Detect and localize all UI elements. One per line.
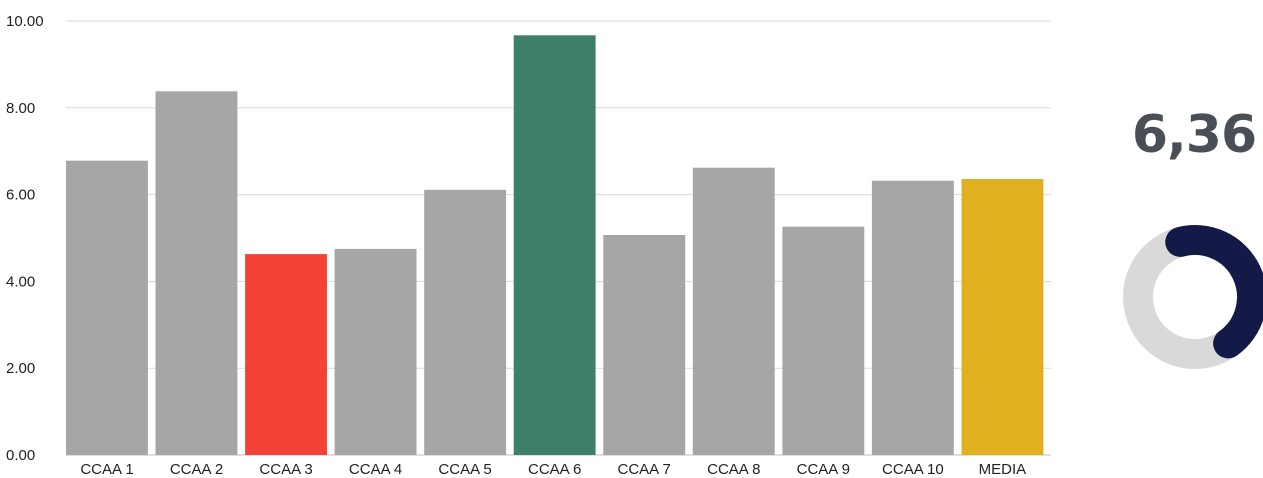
x-category-label: CCAA 4 [349,461,402,478]
x-category-label: CCAA 8 [707,461,760,478]
bar-ccaa-9 [782,226,865,455]
y-tick-label: 10.00 [6,13,44,30]
bar-ccaa-1 [66,160,148,455]
bar-media [961,179,1044,455]
y-tick-label: 2.00 [6,360,35,377]
y-axis-ticks: 0.00 2.00 4.00 6.00 8.00 10.00 [6,13,44,464]
bars [66,35,1044,456]
x-category-label: CCAA 2 [170,461,223,478]
y-tick-label: 0.00 [6,447,35,464]
bar-ccaa-4 [334,248,417,455]
y-tick-label: 8.00 [6,100,35,117]
x-category-label: CCAA 6 [528,461,581,478]
x-category-label: CCAA 3 [259,461,312,478]
bar-ccaa-8 [692,167,775,455]
y-tick-label: 4.00 [6,273,35,290]
x-category-label: CCAA 10 [882,461,944,478]
y-tick-label: 6.00 [6,187,35,204]
x-category-label: CCAA 9 [797,461,850,478]
x-axis-labels: CCAA 1 CCAA 2 CCAA 3 CCAA 4 CCAA 5 CCAA 6 CCAA… [80,461,1026,478]
x-category-label: CCAA 5 [438,461,491,478]
x-category-label: CCAA 7 [618,461,671,478]
bar-ccaa-6 [513,35,596,456]
kpi-value: 6,36 [1131,105,1257,165]
bar-ccaa-7 [603,235,686,455]
x-category-label: CCAA 1 [80,461,133,478]
bar-ccaa-3 [245,254,327,455]
bar-ccaa-2 [155,91,238,456]
bar-ccaa-10 [871,180,954,455]
donut-progress-arc [1165,225,1263,359]
bar-ccaa-5 [424,189,507,456]
x-category-label: MEDIA [979,461,1027,478]
kpi-donut [1123,225,1263,369]
